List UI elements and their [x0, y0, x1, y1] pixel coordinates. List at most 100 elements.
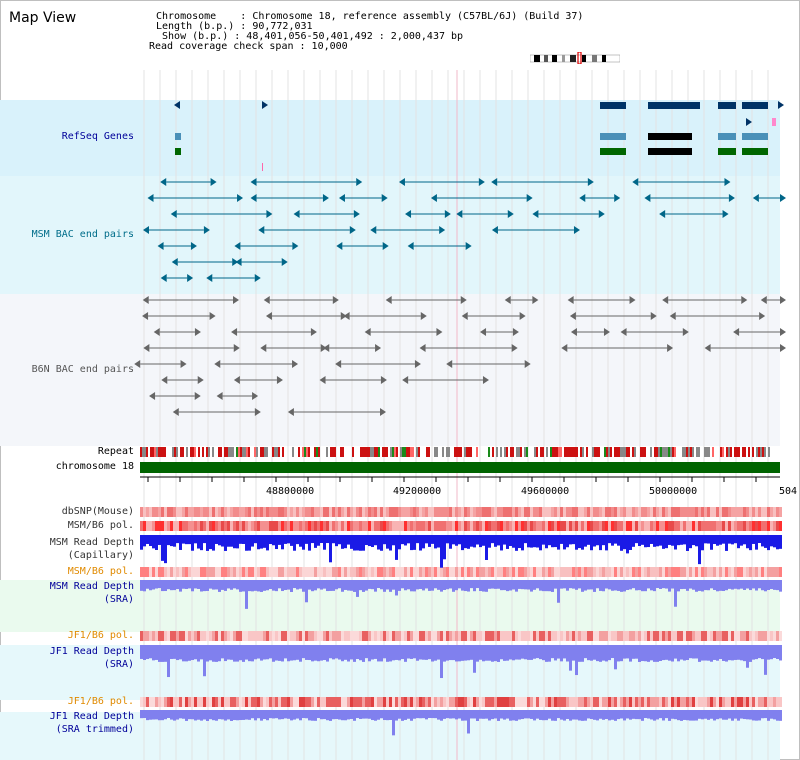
jf1-b6-pol-heat-2: [248, 697, 251, 707]
jf1-depth-trimmed-bar: [569, 710, 572, 721]
label-refseq-genes[interactable]: RefSeq Genes: [61, 131, 134, 142]
jf1-b6-pol-heat-2: [653, 697, 656, 707]
msm-depth-capillary-bar: [653, 535, 656, 547]
jf1-depth-trimmed-bar: [563, 710, 566, 721]
msm-depth-capillary-bar: [509, 535, 512, 547]
msm-bac-pair-end: [430, 194, 437, 202]
jf1-depth-sra-bar: [536, 645, 539, 659]
dbsnp-heat: [365, 507, 368, 517]
jf1-b6-pol-heat: [281, 631, 284, 641]
jf1-depth-sra-bar: [368, 645, 371, 662]
msm-b6-pol-heat: [170, 521, 173, 531]
dbsnp-heat: [287, 507, 290, 517]
msm-depth-capillary-bar: [398, 535, 401, 550]
dbsnp-heat: [158, 507, 161, 517]
msm-depth-sra-bar: [551, 580, 554, 592]
msm-b6-pol-heat-2: [575, 567, 578, 577]
msm-b6-pol-heat-2: [341, 567, 344, 577]
dbsnp-heat: [257, 507, 260, 517]
chromosome-ideogram[interactable]: [530, 52, 620, 64]
msm-depth-capillary-bar: [230, 535, 233, 547]
label-msm-read-depth-capillary-2[interactable]: (Capillary): [67, 550, 134, 561]
repeat-segment: [470, 447, 472, 457]
msm-depth-capillary-bar: [752, 535, 755, 544]
label-msm-read-depth-sra-1[interactable]: MSM Read Depth: [49, 581, 134, 592]
msm-b6-pol-heat-2: [530, 567, 533, 577]
jf1-b6-pol-heat: [521, 631, 524, 641]
msm-depth-capillary-bar: [386, 535, 389, 549]
jf1-depth-sra-bar: [500, 645, 503, 660]
msm-b6-pol-heat-2: [266, 567, 269, 577]
msm-depth-sra-bar: [713, 580, 716, 590]
msm-depth-capillary-bar: [605, 535, 608, 551]
label-jf1-b6-pol-2[interactable]: JF1/B6 pol.: [67, 696, 134, 707]
repeat-segment: [182, 447, 184, 457]
label-msm-bac-end-pairs[interactable]: MSM BAC end pairs: [31, 229, 134, 240]
jf1-depth-sra-bar: [599, 645, 602, 662]
msm-depth-sra-bar: [230, 580, 233, 590]
jf1-depth-sra-bar: [293, 645, 296, 661]
label-msm-b6-pol-2[interactable]: MSM/B6 pol.: [67, 566, 134, 577]
msm-depth-sra-bar: [749, 580, 752, 591]
label-jf1-read-depth-sra-1[interactable]: JF1 Read Depth: [49, 646, 134, 657]
msm-b6-pol-heat-2: [482, 567, 485, 577]
repeat-segment: [194, 447, 196, 457]
jf1-b6-pol-heat: [770, 631, 773, 641]
msm-b6-pol-heat: [515, 521, 518, 531]
msm-b6-pol-heat: [536, 521, 539, 531]
label-msm-b6-pol-1[interactable]: MSM/B6 pol.: [67, 520, 134, 531]
jf1-b6-pol-heat-2: [539, 697, 542, 707]
dbsnp-heat: [233, 507, 236, 517]
msm-depth-sra-bar: [671, 580, 674, 589]
jf1-b6-pol-heat: [290, 631, 293, 641]
msm-b6-pol-heat: [284, 521, 287, 531]
label-dbsnp[interactable]: dbSNP(Mouse): [61, 506, 134, 517]
label-jf1-read-depth-trimmed-2[interactable]: (SRA trimmed): [55, 724, 134, 735]
msm-b6-pol-heat: [338, 521, 341, 531]
jf1-b6-pol-heat: [296, 631, 299, 641]
label-jf1-read-depth-sra-2[interactable]: (SRA): [103, 659, 134, 670]
jf1-b6-pol-heat: [332, 631, 335, 641]
label-msm-read-depth-capillary-1[interactable]: MSM Read Depth: [49, 537, 134, 548]
jf1-depth-sra-bar: [239, 645, 242, 661]
jf1-depth-trimmed-bar: [359, 710, 362, 719]
jf1-depth-sra-bar: [704, 645, 707, 661]
msm-b6-pol-heat-2: [218, 567, 221, 577]
jf1-b6-pol-heat: [554, 631, 557, 641]
jf1-b6-pol-heat: [326, 631, 329, 641]
msm-b6-pol-heat: [479, 521, 482, 531]
jf1-depth-sra-bar: [179, 645, 182, 660]
jf1-b6-pol-heat-2: [530, 697, 533, 707]
msm-b6-pol-heat-2: [707, 567, 710, 577]
jf1-depth-sra-bar: [209, 645, 212, 661]
msm-bac-pair-end: [532, 210, 539, 218]
repeat-segment: [220, 447, 222, 457]
msm-b6-pol-heat-2: [740, 567, 743, 577]
jf1-b6-pol-heat-2: [764, 697, 767, 707]
jf1-b6-pol-heat-2: [551, 697, 554, 707]
label-jf1-read-depth-trimmed-1[interactable]: JF1 Read Depth: [49, 711, 134, 722]
jf1-b6-pol-heat-2: [554, 697, 557, 707]
msm-b6-pol-heat: [155, 521, 158, 531]
msm-b6-pol-heat: [503, 521, 506, 531]
msm-b6-pol-heat-2: [242, 567, 245, 577]
msm-bac-pair-end: [444, 210, 451, 218]
jf1-b6-pol-heat: [602, 631, 605, 641]
jf1-depth-trimmed-bar: [446, 710, 449, 719]
msm-b6-pol-heat-2: [503, 567, 506, 577]
msm-b6-pol-heat-2: [182, 567, 185, 577]
msm-depth-capillary-bar: [191, 535, 194, 551]
label-msm-read-depth-sra-2[interactable]: (SRA): [103, 594, 134, 605]
label-b6n-bac-end-pairs[interactable]: B6N BAC end pairs: [31, 364, 134, 375]
msm-depth-sra-bar: [479, 580, 482, 592]
msm-b6-pol-heat-2: [308, 567, 311, 577]
dbsnp-heat: [347, 507, 350, 517]
jf1-b6-pol-heat-2: [302, 697, 305, 707]
msm-depth-capillary-bar: [749, 535, 752, 551]
msm-depth-capillary-bar: [713, 535, 716, 545]
jf1-b6-pol-heat-2: [608, 697, 611, 707]
label-jf1-b6-pol-1[interactable]: JF1/B6 pol.: [67, 630, 134, 641]
msm-b6-pol-heat-2: [248, 567, 251, 577]
msm-b6-pol-heat-2: [416, 567, 419, 577]
